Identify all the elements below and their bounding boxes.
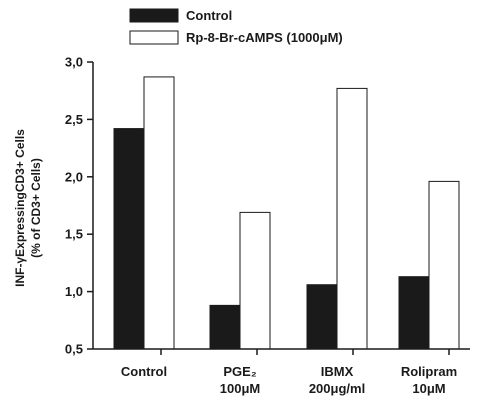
legend-swatch-rp8: [129, 30, 179, 45]
y-tick-label: 0,5: [65, 342, 83, 357]
bar-control-1: [209, 304, 241, 350]
y-tick-label: 2,5: [65, 112, 83, 127]
bar-rp8-1: [239, 211, 271, 350]
legend-swatch-control: [129, 8, 179, 23]
bar-rp8-2: [336, 87, 368, 350]
x-tick-label: IBMX: [321, 364, 354, 379]
x-tick-label-line2: 100μM: [220, 381, 260, 396]
y-tick-label: 1,5: [65, 227, 83, 242]
legend-label-rp8: Rp-8-Br-cAMPS (1000μM): [186, 30, 343, 45]
y-tick-label: 2,0: [65, 169, 83, 184]
plot-bars: [113, 76, 460, 350]
bar-control-3: [398, 276, 430, 350]
legend-label-control: Control: [186, 8, 232, 23]
y-axis-title-line1: INF-γExpressingCD3+ Cells: [13, 129, 27, 287]
x-tick-label-line2: 200μg/ml: [309, 381, 365, 396]
bar-rp8-3: [428, 180, 460, 350]
y-tick-label: 3,0: [65, 55, 83, 70]
legend: Control Rp-8-Br-cAMPS (1000μM): [129, 8, 343, 45]
axes: 0,5 1,0 1,5 2,0 2,5 3,0 Control PGE₂ 100μM IBMX 20…: [65, 55, 470, 396]
bar-control-2: [306, 284, 338, 350]
y-axis-title: INF-γExpressingCD3+ Cells (% of CD3+ Cel…: [13, 129, 43, 287]
x-tick-label-line2: 10μM: [412, 381, 445, 396]
bar-control-0: [113, 128, 145, 350]
x-tick-label: Control: [121, 364, 167, 379]
bar-rp8-0: [143, 76, 175, 350]
x-tick-label: Rolipram: [401, 364, 457, 379]
x-tick-label: PGE₂: [223, 364, 256, 379]
y-tick-label: 1,0: [65, 284, 83, 299]
y-axis-title-line2: (% of CD3+ Cells): [29, 158, 43, 258]
